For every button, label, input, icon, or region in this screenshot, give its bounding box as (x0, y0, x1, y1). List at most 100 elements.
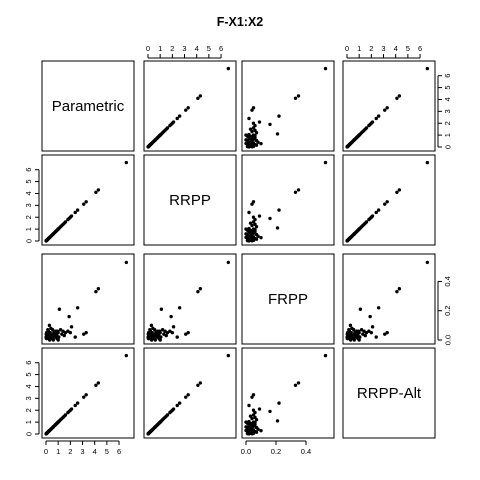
point-r3-c1-3 (177, 401, 182, 405)
y-tick-label-r1-6: 6 (24, 168, 33, 172)
panel-frame-r3-c3 (342, 347, 436, 439)
point-r3-c2-0 (323, 353, 328, 358)
x-tick-label-c0-0: 0 (44, 447, 48, 456)
point-r1-c0-2 (94, 190, 98, 194)
point-r2-c1-4 (169, 314, 173, 319)
point-r1-c3-3 (376, 208, 381, 212)
point-r2-c0-4 (67, 314, 71, 319)
point-r3-c2-28 (254, 430, 259, 434)
point-r2-c1-39 (162, 332, 166, 336)
point-r1-c2-50 (244, 235, 248, 240)
point-r3-c1-12 (171, 407, 176, 411)
point-r2-c3-45 (355, 332, 360, 336)
point-r3-c0-11 (84, 393, 88, 397)
point-r1-c2-12 (257, 214, 262, 218)
point-r2-c0-0 (124, 260, 129, 265)
point-r2-c1-0 (226, 260, 231, 265)
point-r3-c0-12 (69, 407, 74, 411)
y-tick-label-r2-2: 0.4 (443, 276, 452, 286)
point-r3-c0-6 (66, 410, 70, 415)
point-r1-c2-48 (244, 232, 248, 236)
x-tick-label-c3-3: 3 (381, 44, 385, 53)
point-r3-c2-50 (244, 428, 248, 433)
point-r0-c3-1 (397, 94, 402, 98)
point-r2-c0-11 (84, 330, 88, 335)
point-r2-c0-50 (47, 338, 52, 342)
point-r3-c1-11 (186, 393, 190, 397)
point-r3-c1-37 (146, 432, 150, 436)
point-r3-c0-48 (51, 425, 56, 429)
point-r2-c0-3 (75, 306, 80, 310)
point-r3-c0-51 (55, 421, 59, 426)
y-tick-label-r0-0: 0 (443, 145, 452, 149)
point-r3-c2-51 (245, 421, 250, 426)
point-r1-c2-0 (323, 160, 328, 165)
point-r1-c2-46 (253, 228, 257, 232)
x-tick-label-c1-1: 1 (158, 44, 162, 53)
panel-frame-r3-c1 (143, 347, 237, 439)
point-r3-c1-0 (226, 353, 231, 358)
point-r2-c1-5 (159, 307, 164, 311)
point-r2-c3-51 (356, 336, 360, 341)
point-r2-c3-9 (374, 335, 378, 339)
point-r0-c3-9 (374, 116, 378, 121)
point-r2-c3-0 (425, 260, 430, 265)
diagonal-label-rrpp-alt: RRPP-Alt (357, 385, 422, 402)
point-r1-c2-37 (247, 239, 251, 243)
point-r3-c2-23 (259, 428, 263, 433)
point-r3-c2-39 (250, 416, 254, 421)
y-tick-label-r1-2: 2 (24, 215, 33, 219)
point-r1-c0-1 (96, 188, 101, 192)
point-r1-c2-51 (245, 228, 250, 233)
y-tick-label-r3-3: 3 (24, 396, 33, 400)
point-r1-c3-51 (356, 228, 360, 233)
y-tick-label-r3-2: 2 (24, 408, 33, 412)
y-tick-label-r1-4: 4 (24, 191, 33, 195)
point-r3-c1-6 (168, 410, 172, 415)
point-r3-c1-40 (163, 415, 167, 420)
point-r0-c2-50 (244, 141, 248, 146)
point-r2-c1-50 (149, 338, 154, 342)
point-r3-c1-51 (157, 421, 161, 426)
point-r0-c2-5 (275, 132, 280, 136)
point-r1-c0-37 (44, 239, 48, 243)
x-tick-label-c2-0: 0.0 (241, 447, 251, 456)
point-r2-c0-1 (96, 287, 101, 291)
point-r0-c2-41 (251, 126, 256, 130)
point-r1-c0-0 (124, 160, 129, 165)
point-r0-c1-3 (177, 114, 182, 118)
point-r1-c2-23 (259, 235, 263, 240)
point-r2-c3-37 (345, 335, 349, 339)
point-r3-c1-10 (184, 395, 188, 399)
point-r1-c3-6 (367, 217, 371, 222)
point-r3-c2-37 (247, 432, 251, 436)
point-r2-c1-1 (198, 287, 203, 291)
point-r1-c3-40 (362, 222, 366, 227)
point-r2-c3-2 (395, 289, 399, 294)
diagonal-label-parametric: Parametric (52, 98, 125, 115)
point-r2-c0-48 (51, 338, 56, 342)
point-r2-c0-8 (68, 330, 73, 335)
y-tick-label-r0-2: 2 (443, 121, 452, 125)
point-r0-c3-0 (425, 66, 430, 71)
point-r1-c2-2 (293, 190, 298, 194)
diagonal-label-rrpp: RRPP (169, 192, 211, 209)
point-r1-c0-10 (82, 202, 86, 206)
point-r0-c3-2 (395, 96, 399, 100)
y-tick-label-r0-4: 4 (443, 97, 452, 101)
x-tick-label-c0-6: 6 (117, 447, 121, 456)
point-r2-c3-39 (361, 332, 365, 336)
point-r0-c1-10 (184, 108, 188, 112)
point-r3-c0-1 (96, 381, 101, 385)
x-tick-label-c1-5: 5 (207, 44, 211, 53)
point-r3-c1-2 (196, 383, 200, 387)
diagonal-label-frpp: FRPP (268, 291, 308, 308)
point-r0-c2-46 (253, 134, 257, 138)
x-tick-label-c3-4: 4 (394, 44, 398, 53)
point-r2-c0-36 (44, 332, 48, 336)
point-r2-c3-23 (348, 323, 353, 328)
point-r3-c2-48 (244, 425, 248, 429)
panel-frame-r2-c3 (342, 253, 436, 345)
y-tick-label-r2-0: 0.0 (443, 335, 452, 345)
